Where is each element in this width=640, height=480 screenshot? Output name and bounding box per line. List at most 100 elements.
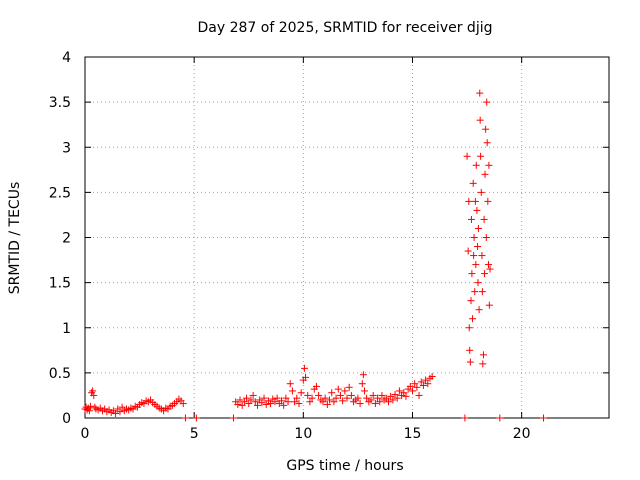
x-tick-label: 0	[81, 426, 90, 442]
y-tick-label: 2	[62, 231, 71, 247]
data-point	[477, 152, 485, 160]
data-point	[482, 125, 490, 133]
data-point	[341, 387, 349, 395]
data-point	[483, 139, 491, 147]
data-point	[278, 397, 285, 405]
data-point	[479, 351, 487, 359]
y-tick-label: 0.5	[49, 366, 71, 382]
data-point	[321, 394, 329, 402]
data-point	[319, 398, 327, 406]
data-point	[179, 400, 187, 408]
data-point	[332, 394, 340, 402]
data-point	[473, 206, 481, 214]
data-point	[358, 380, 366, 388]
data-point	[354, 394, 362, 402]
data-point	[475, 306, 483, 314]
data-point	[422, 376, 430, 384]
data-point	[376, 398, 384, 406]
data-point	[482, 234, 490, 241]
data-point	[476, 116, 484, 124]
data-point	[476, 89, 484, 97]
data-series-srmtid	[81, 89, 547, 422]
data-point	[478, 252, 486, 260]
data-point	[485, 161, 493, 169]
data-point	[260, 394, 268, 402]
plot-area-frame	[84, 56, 610, 419]
data-point	[295, 400, 303, 408]
data-point	[286, 380, 294, 388]
data-point	[393, 394, 401, 402]
data-point	[85, 407, 93, 415]
grid-lines	[85, 57, 609, 418]
data-point	[247, 396, 255, 404]
y-tick-label: 0	[62, 411, 71, 427]
data-point	[400, 389, 408, 397]
data-point	[469, 315, 477, 323]
data-point	[347, 391, 355, 399]
data-point	[369, 391, 377, 399]
data-point	[240, 398, 248, 406]
chart-title: Day 287 of 2025, SRMTID for receiver dji…	[198, 20, 493, 36]
data-point	[484, 197, 492, 205]
y-tick-label: 4	[62, 50, 71, 66]
data-point	[359, 371, 367, 379]
data-point	[486, 265, 494, 273]
data-point	[472, 261, 480, 269]
data-point	[86, 402, 94, 410]
data-point	[402, 392, 410, 400]
data-point	[367, 396, 375, 404]
data-point	[474, 224, 482, 232]
data-point	[382, 394, 390, 402]
data-point	[467, 297, 475, 305]
data-point	[118, 403, 126, 411]
data-point	[413, 383, 421, 391]
data-point	[428, 372, 436, 380]
data-point	[477, 188, 485, 196]
data-point	[409, 387, 416, 395]
data-point	[304, 391, 312, 399]
data-point	[326, 396, 334, 404]
data-point	[496, 414, 504, 422]
data-point	[470, 252, 478, 260]
y-tick-label: 2.5	[49, 185, 71, 201]
data-point	[424, 380, 432, 388]
data-point	[116, 408, 124, 416]
data-point	[262, 400, 270, 408]
data-point	[472, 161, 480, 169]
data-point	[470, 234, 478, 241]
data-point	[258, 399, 266, 407]
data-point	[273, 394, 281, 402]
y-tick-label: 1.5	[49, 276, 71, 292]
data-point	[236, 396, 244, 404]
data-point	[485, 301, 493, 309]
x-tick-label: 20	[513, 426, 531, 442]
data-point	[467, 215, 475, 223]
data-point	[339, 397, 347, 405]
data-point	[90, 391, 98, 399]
x-tick-label: 10	[294, 426, 312, 442]
data-point	[474, 243, 482, 251]
data-point	[284, 398, 292, 406]
data-point	[480, 215, 488, 223]
data-point	[415, 391, 423, 399]
data-point	[238, 401, 246, 409]
data-point	[540, 414, 547, 422]
data-point	[360, 387, 368, 395]
axis-ticks: 0 5 10 15 20 0 0.5 1 1.5 2 2.5 3 3.5 4	[49, 50, 609, 442]
data-point	[466, 358, 474, 366]
data-point	[306, 398, 314, 406]
data-point	[471, 288, 479, 296]
data-point	[387, 392, 395, 400]
data-point	[323, 400, 331, 408]
x-tick-label: 5	[190, 426, 199, 442]
data-point	[461, 414, 469, 422]
data-point	[374, 394, 382, 402]
y-tick-label: 1	[62, 321, 71, 337]
data-point	[464, 247, 472, 255]
y-axis-label: SRMTID / TECUs	[7, 182, 23, 295]
data-point	[478, 288, 486, 296]
y-tick-label: 3.5	[49, 95, 71, 111]
data-point	[249, 391, 257, 399]
data-point	[474, 279, 482, 287]
